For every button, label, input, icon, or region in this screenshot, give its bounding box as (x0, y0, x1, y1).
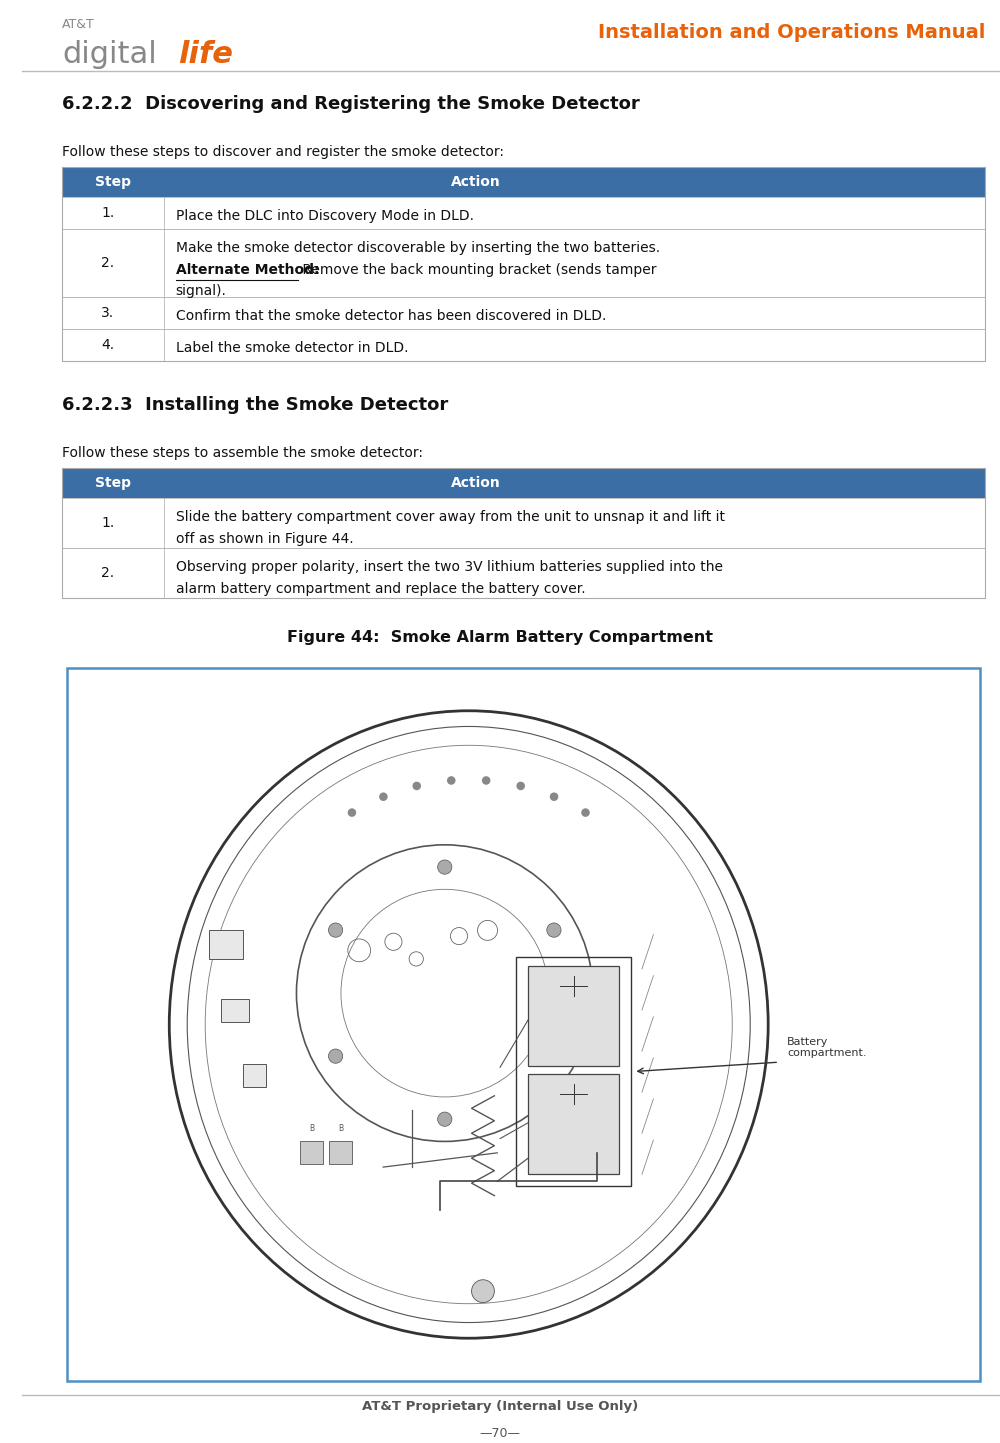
Text: Step: Step (95, 476, 131, 491)
Bar (528, 1075, 619, 1175)
Text: Confirm that the smoke detector has been discovered in DLD.: Confirm that the smoke detector has been… (176, 309, 606, 323)
Text: life: life (178, 40, 233, 69)
Text: Follow these steps to discover and register the smoke detector:: Follow these steps to discover and regis… (62, 144, 504, 159)
Bar (62, 167, 985, 361)
Circle shape (550, 792, 558, 801)
Circle shape (547, 1049, 561, 1063)
Text: 1.: 1. (101, 206, 114, 219)
Text: Alternate Method:: Alternate Method: (176, 263, 319, 277)
Bar (62, 468, 985, 597)
Bar (62, 229, 985, 297)
Circle shape (547, 924, 561, 938)
Bar (221, 999, 249, 1022)
Circle shape (581, 808, 590, 817)
Circle shape (379, 792, 388, 801)
Text: Slide the battery compartment cover away from the unit to unsnap it and lift it: Slide the battery compartment cover away… (176, 509, 725, 524)
Text: 4.: 4. (101, 338, 114, 352)
Circle shape (516, 782, 525, 791)
Text: AT&T Proprietary (Internal Use Only): AT&T Proprietary (Internal Use Only) (362, 1400, 638, 1413)
Text: digital: digital (62, 40, 157, 69)
Text: Place the DLC into Discovery Mode in DLD.: Place the DLC into Discovery Mode in DLD… (176, 209, 474, 224)
Text: 2.: 2. (101, 566, 114, 580)
Text: alarm battery compartment and replace the battery cover.: alarm battery compartment and replace th… (176, 582, 585, 596)
Circle shape (328, 1049, 343, 1063)
Bar (62, 498, 985, 548)
Circle shape (328, 924, 343, 938)
Bar (62, 167, 985, 198)
Text: 6.2.2.3  Installing the Smoke Detector: 6.2.2.3 Installing the Smoke Detector (62, 395, 448, 414)
Text: 6.2.2.2  Discovering and Registering the Smoke Detector: 6.2.2.2 Discovering and Registering the … (62, 95, 640, 113)
Text: Remove the back mounting bracket (sends tamper: Remove the back mounting bracket (sends … (298, 263, 656, 277)
Text: Step: Step (95, 175, 131, 189)
Text: signal).: signal). (176, 284, 226, 299)
Bar (516, 958, 631, 1186)
Bar (300, 1141, 323, 1165)
Bar (62, 198, 985, 229)
Bar (528, 965, 619, 1066)
Circle shape (472, 1280, 494, 1303)
Bar (329, 1141, 352, 1165)
Bar (209, 931, 243, 960)
Bar (62, 548, 985, 597)
Text: off as shown in Figure 44.: off as shown in Figure 44. (176, 531, 353, 545)
Circle shape (438, 860, 452, 874)
Text: Action: Action (451, 175, 501, 189)
Text: B: B (338, 1124, 343, 1133)
Text: AT&T: AT&T (62, 17, 95, 30)
Text: 3.: 3. (101, 306, 114, 320)
Text: 1.: 1. (101, 517, 114, 530)
Circle shape (482, 776, 490, 785)
Text: Follow these steps to assemble the smoke detector:: Follow these steps to assemble the smoke… (62, 446, 423, 460)
Bar (67, 668, 980, 1381)
Text: Label the smoke detector in DLD.: Label the smoke detector in DLD. (176, 341, 408, 355)
Text: Installation and Operations Manual: Installation and Operations Manual (598, 23, 985, 42)
Text: Figure 44:  Smoke Alarm Battery Compartment: Figure 44: Smoke Alarm Battery Compartme… (287, 631, 713, 645)
Bar (62, 468, 985, 498)
Text: —70—: —70— (480, 1427, 520, 1440)
Text: Observing proper polarity, insert the two 3V lithium batteries supplied into the: Observing proper polarity, insert the tw… (176, 560, 723, 574)
Circle shape (447, 776, 456, 785)
Bar (62, 297, 985, 329)
Text: Make the smoke detector discoverable by inserting the two batteries.: Make the smoke detector discoverable by … (176, 241, 660, 255)
Circle shape (438, 1113, 452, 1127)
Circle shape (412, 782, 421, 791)
Text: 2.: 2. (101, 255, 114, 270)
Circle shape (348, 808, 356, 817)
Text: B: B (309, 1124, 314, 1133)
Bar (243, 1065, 266, 1087)
Bar (62, 329, 985, 361)
Text: Battery
compartment.: Battery compartment. (787, 1036, 867, 1058)
Text: Action: Action (451, 476, 501, 491)
